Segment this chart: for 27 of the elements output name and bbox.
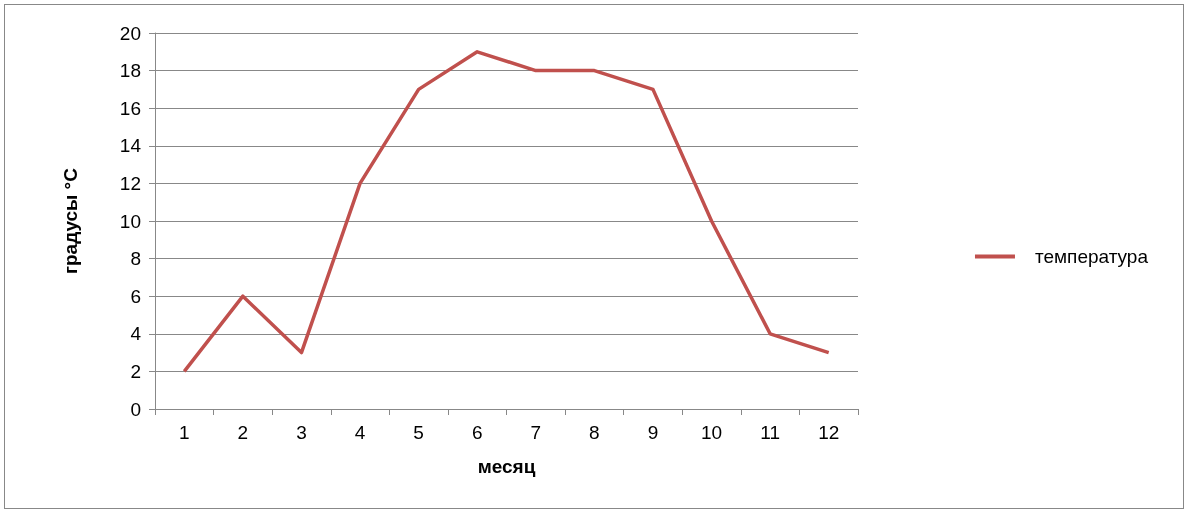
y-tick-label: 2 (130, 360, 141, 382)
y-tick-label: 12 (119, 172, 141, 194)
y-tick-label: 8 (130, 248, 141, 270)
y-tick-label: 14 (119, 135, 142, 157)
x-tick-label: 12 (818, 422, 840, 443)
x-tick-label: 6 (471, 422, 483, 443)
x-tick-label: 3 (296, 422, 307, 443)
y-tick-label: 16 (119, 97, 141, 119)
x-tick-label: 2 (237, 422, 249, 443)
x-tick-label: 1 (179, 422, 190, 443)
line-series (182, 50, 831, 374)
x-tick-label: 9 (647, 422, 659, 443)
y-tick-label: 4 (130, 323, 142, 345)
x-tick-label: 10 (700, 422, 723, 443)
y-tick-label: 10 (119, 210, 141, 232)
y-tick-label: 20 (119, 22, 141, 44)
x-tick-label: 8 (589, 422, 600, 443)
legend-label: температура (1034, 246, 1149, 267)
y-tick-label: 6 (130, 285, 141, 307)
x-tick-label: 7 (530, 422, 542, 443)
y-tick-label: 0 (130, 398, 141, 420)
x-tick-label: 11 (760, 422, 780, 443)
y-tick-label: 18 (119, 60, 141, 82)
x-tick-label: 4 (354, 422, 366, 443)
x-tick-label: 5 (413, 422, 424, 443)
y-axis-title: градусы °C (60, 167, 81, 274)
x-axis-title: месяц (477, 456, 536, 477)
